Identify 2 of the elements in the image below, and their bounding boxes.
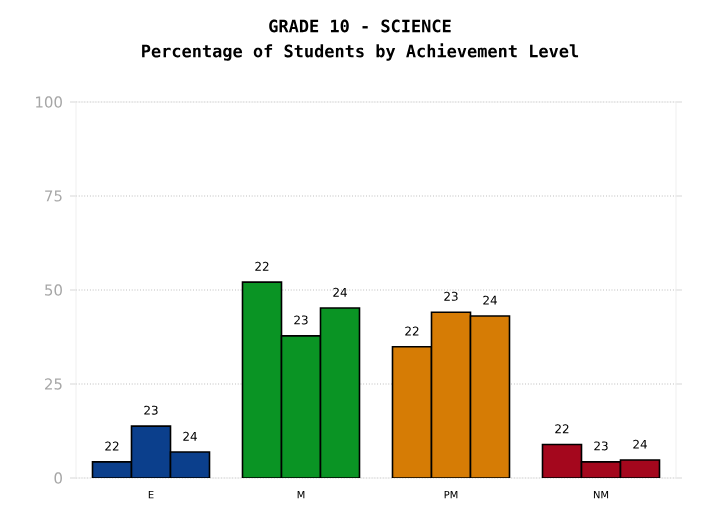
chart-subtitle: Percentage of Students by Achievement Level	[142, 43, 579, 61]
chart-title: GRADE 10 - SCIENCE	[269, 19, 451, 33]
